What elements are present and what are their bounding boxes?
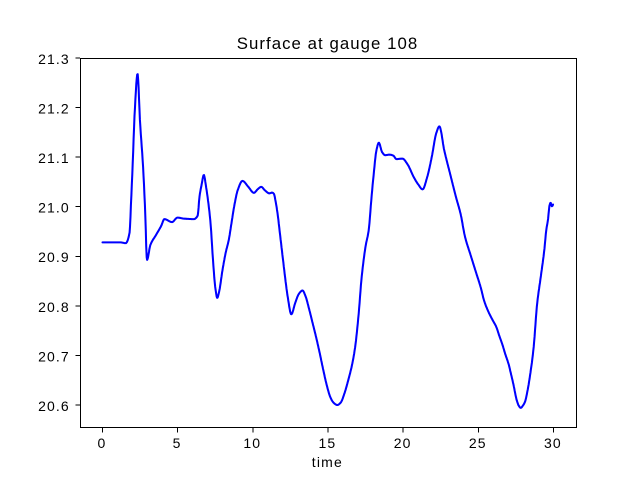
svg-text:21.3: 21.3 — [38, 51, 70, 67]
svg-text:5: 5 — [173, 435, 182, 451]
svg-text:20.8: 20.8 — [38, 299, 70, 315]
svg-text:20.7: 20.7 — [38, 348, 70, 364]
svg-text:10: 10 — [243, 435, 261, 451]
svg-text:0: 0 — [98, 435, 107, 451]
svg-text:21.1: 21.1 — [38, 150, 70, 166]
svg-text:20: 20 — [394, 435, 412, 451]
svg-text:15: 15 — [319, 435, 337, 451]
svg-text:21.0: 21.0 — [38, 200, 70, 216]
svg-text:time: time — [312, 454, 343, 470]
svg-text:21.2: 21.2 — [38, 101, 70, 117]
svg-text:25: 25 — [469, 435, 487, 451]
svg-text:20.9: 20.9 — [38, 249, 70, 265]
svg-text:20.6: 20.6 — [38, 398, 70, 414]
svg-text:Surface at gauge 108: Surface at gauge 108 — [237, 34, 418, 53]
svg-text:30: 30 — [544, 435, 562, 451]
